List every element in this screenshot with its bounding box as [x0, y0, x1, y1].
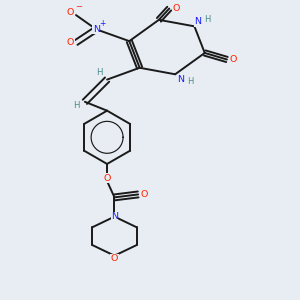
Text: N: N	[194, 17, 201, 26]
Text: O: O	[111, 254, 118, 263]
Text: N: N	[111, 212, 118, 221]
Text: N: N	[93, 25, 100, 34]
Text: −: −	[75, 2, 82, 11]
Text: +: +	[100, 19, 106, 28]
Text: H: H	[96, 68, 103, 77]
Text: H: H	[74, 101, 80, 110]
Text: O: O	[67, 8, 74, 17]
Text: H: H	[187, 77, 193, 86]
Text: O: O	[230, 55, 237, 64]
Text: H: H	[205, 15, 211, 24]
Text: O: O	[172, 4, 179, 13]
Text: O: O	[141, 190, 148, 199]
Text: O: O	[67, 38, 74, 47]
Text: N: N	[177, 75, 184, 84]
Text: O: O	[103, 174, 111, 183]
